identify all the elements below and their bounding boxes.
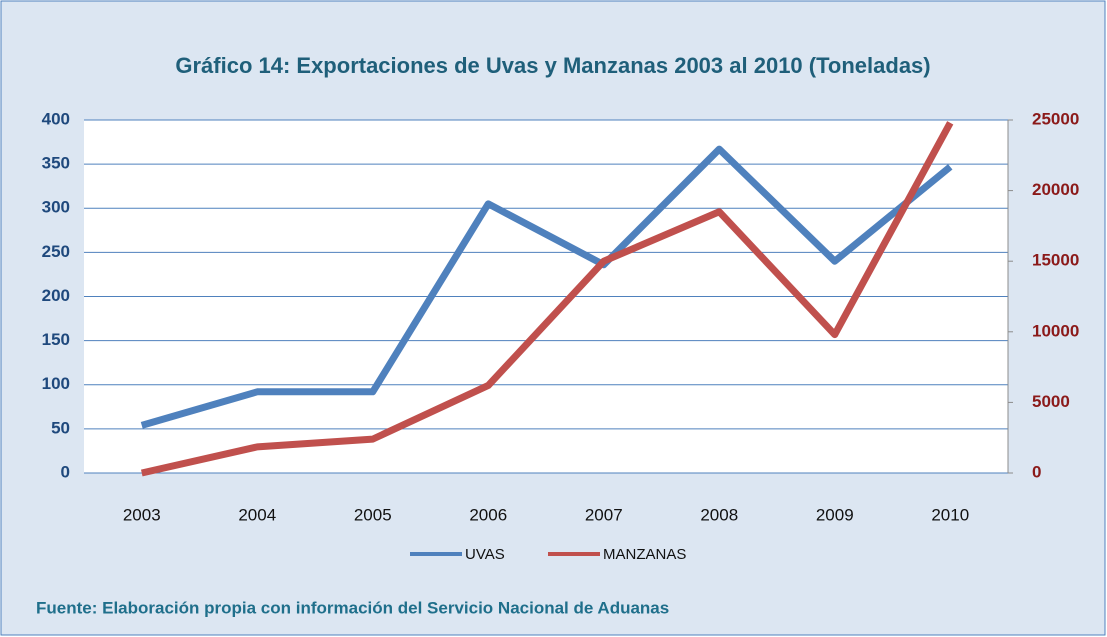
y2-tick-label: 5000 (1032, 392, 1070, 411)
y-tick-label: 250 (42, 242, 70, 261)
y2-tick-label: 10000 (1032, 321, 1079, 340)
legend-label: UVAS (465, 546, 505, 563)
y-tick-label: 350 (42, 154, 70, 173)
y-tick-label: 400 (42, 109, 70, 128)
y2-tick-label: 20000 (1032, 180, 1079, 199)
x-tick-label: 2007 (585, 505, 623, 524)
x-tick-label: 2008 (700, 505, 738, 524)
y-tick-label: 100 (42, 374, 70, 393)
y-tick-label: 50 (51, 418, 70, 437)
y-tick-label: 200 (42, 286, 70, 305)
x-tick-label: 2003 (123, 505, 161, 524)
x-tick-label: 2004 (238, 505, 276, 524)
y2-tick-label: 25000 (1032, 109, 1079, 128)
series-line (140, 145, 953, 429)
y2-tick-label: 15000 (1032, 251, 1079, 270)
x-tick-label: 2005 (354, 505, 392, 524)
series-line (140, 121, 954, 477)
source-note: Fuente: Elaboración propia con informaci… (36, 598, 669, 617)
chart-title: Gráfico 14: Exportaciones de Uvas y Manz… (175, 53, 930, 78)
y-tick-label: 0 (61, 462, 70, 481)
x-tick-label: 2010 (931, 505, 969, 524)
x-tick-label: 2009 (816, 505, 854, 524)
x-tick-label: 2006 (469, 505, 507, 524)
y-tick-label: 150 (42, 330, 70, 349)
legend-label: MANZANAS (603, 546, 686, 563)
y2-tick-label: 0 (1032, 462, 1041, 481)
y-tick-label: 300 (42, 198, 70, 217)
